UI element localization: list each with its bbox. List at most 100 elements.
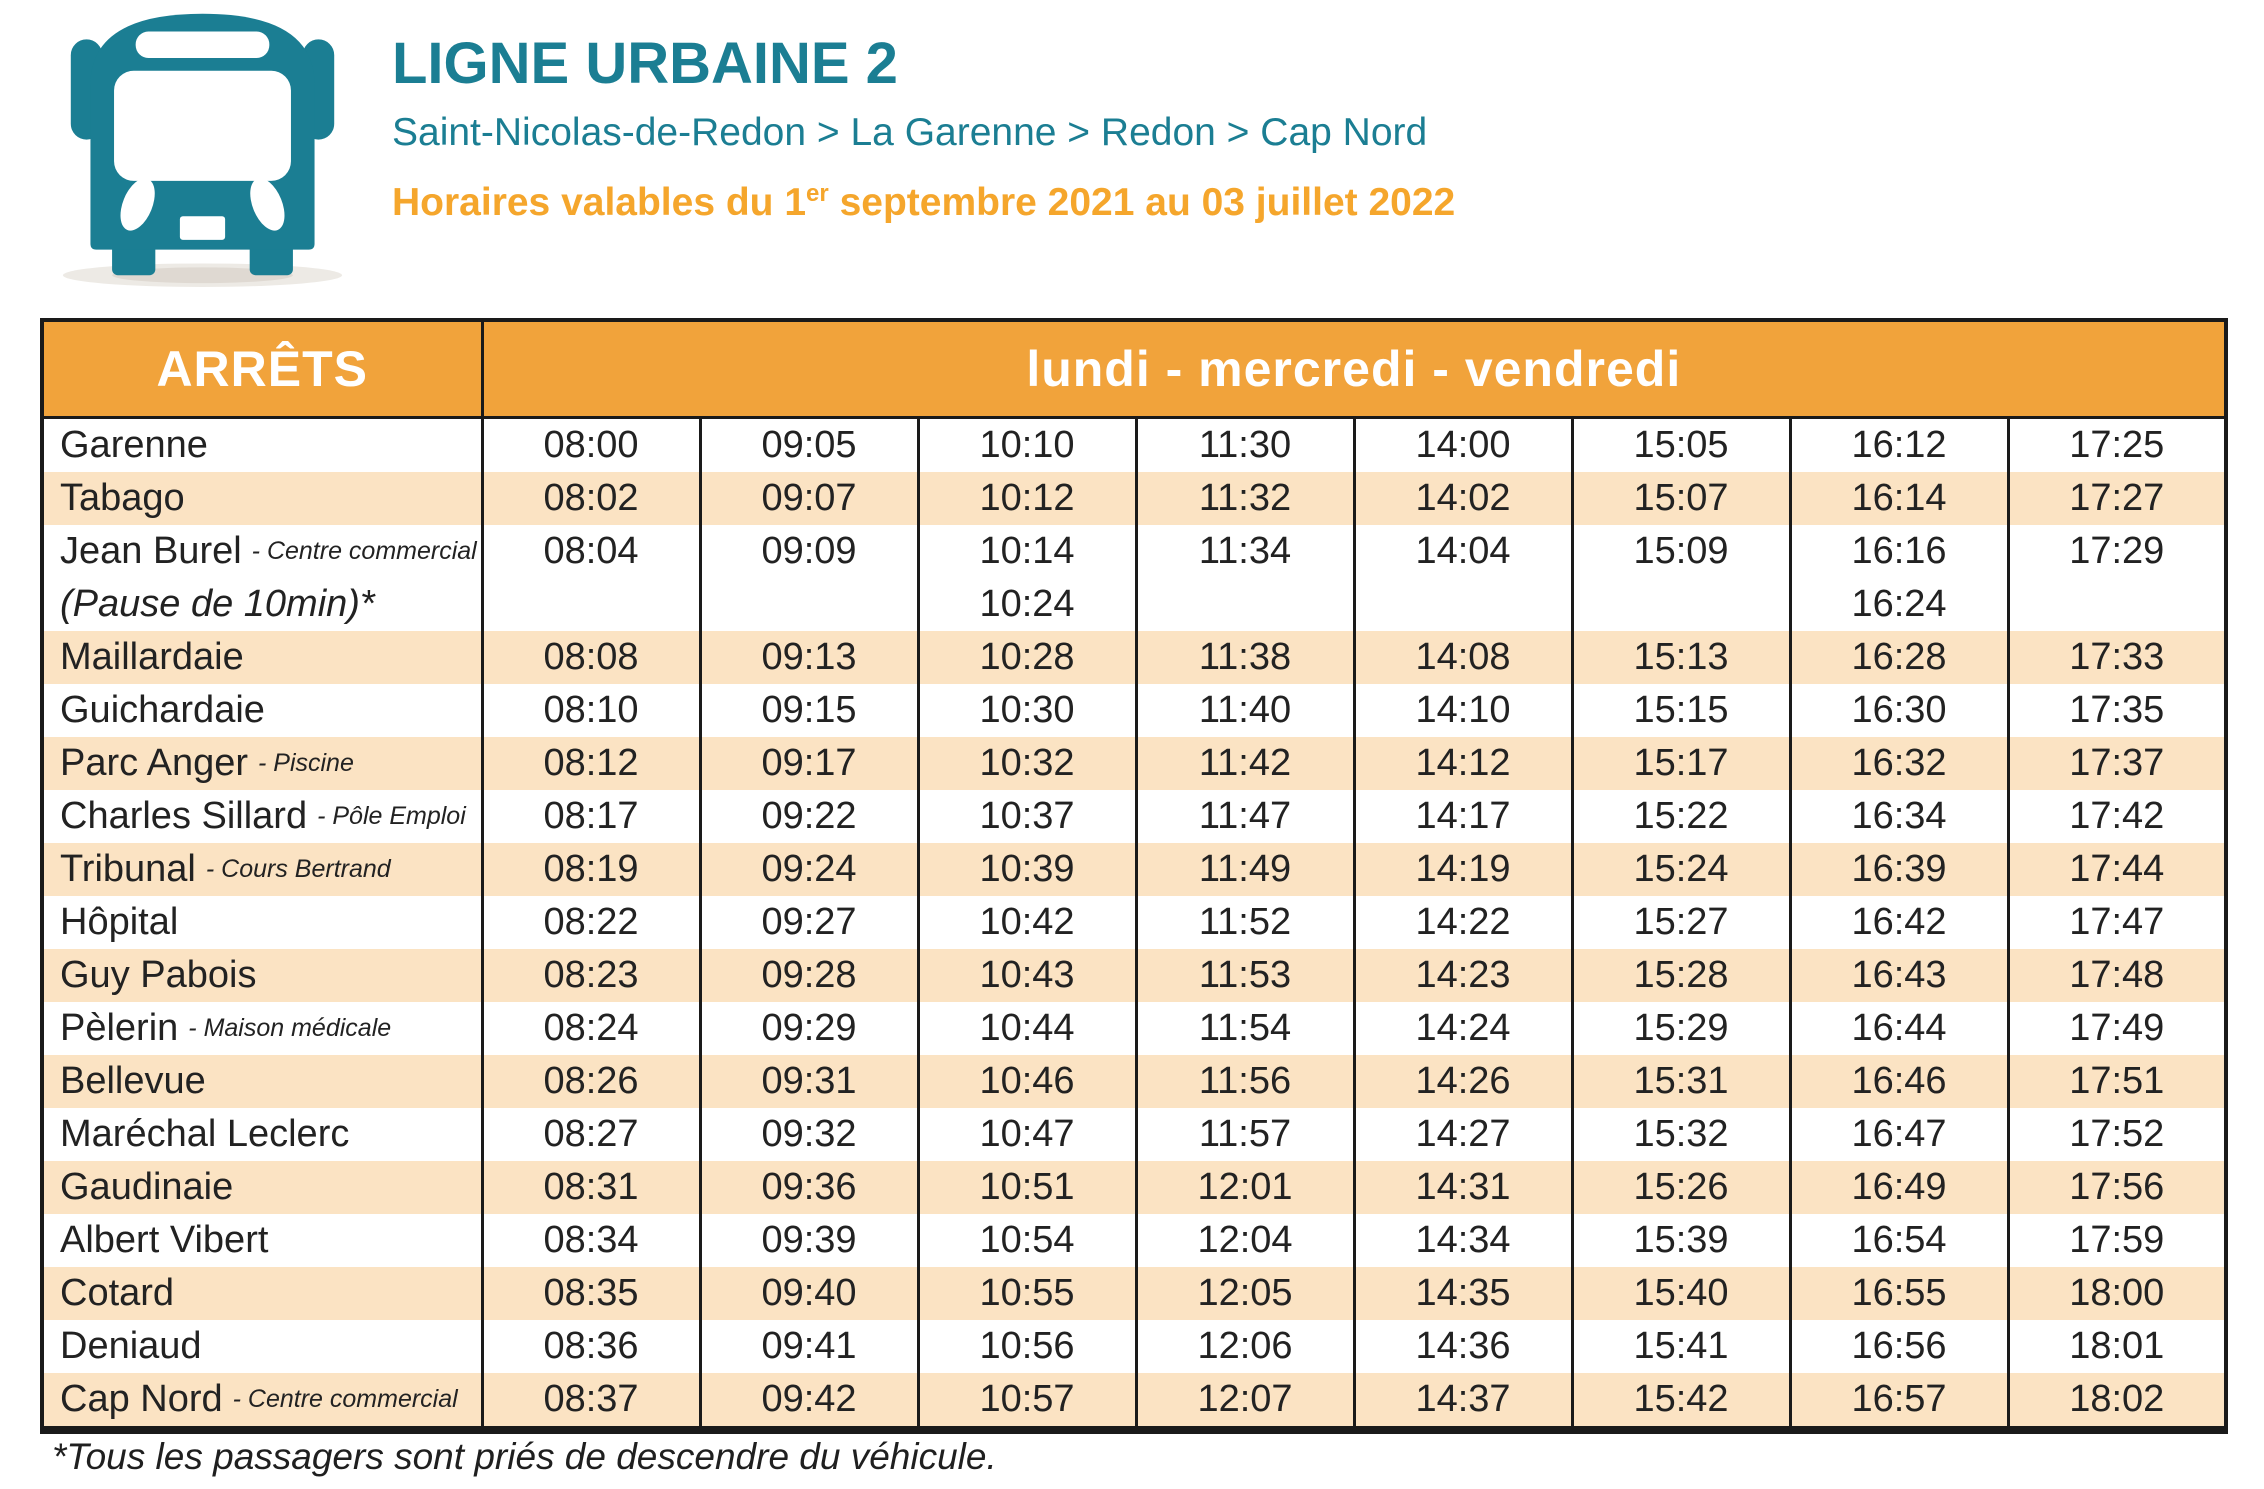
table-row: Pèlerin - Maison médicale 08:24 09:29 10:44 1… xyxy=(40,1002,2227,1055)
time-cell: 10:30 xyxy=(916,684,1136,737)
table-row: Cap Nord - Centre commercial 08:37 09:42 10:… xyxy=(40,1373,2227,1430)
time-cell: 14:34 xyxy=(1352,1214,1572,1267)
time-cell: 16:49 xyxy=(1788,1161,2008,1214)
time-cell: 11:32 xyxy=(1134,472,1354,525)
stop-note: - Piscine xyxy=(258,749,354,777)
time-cell: 08:37 xyxy=(480,1373,700,1430)
time-cell: 15:26 xyxy=(1570,1161,1790,1214)
time-cell: 14:31 xyxy=(1352,1161,1572,1214)
days-column-header: lundi - mercredi - vendredi xyxy=(480,320,2227,419)
table-row: Deniaud 08:36 09:41 10:56 12:06 14:36 15:41 16:… xyxy=(40,1320,2227,1373)
table-row: Maréchal Leclerc 08:27 09:32 10:47 11:57 14:2… xyxy=(40,1108,2227,1161)
time-cell: 08:23 xyxy=(480,949,700,1002)
table-row: Tabago 08:02 09:07 10:12 11:32 14:02 15:07 16:1… xyxy=(40,472,2227,525)
time-cell: 11:52 xyxy=(1134,896,1354,949)
route-subtitle: Saint-Nicolas-de-Redon > La Garenne > Re… xyxy=(392,110,1428,154)
time-cell: 08:27 xyxy=(480,1108,700,1161)
time-cell: 12:07 xyxy=(1134,1373,1354,1430)
timetable-table: ARRÊTS lundi - mercredi - vendredi Garen… xyxy=(40,318,2229,1434)
time-cell: 10:56 xyxy=(916,1320,1136,1373)
time-cell: 16:16 16:24 xyxy=(1788,525,2008,631)
validity-suffix: septembre 2021 au 03 juillet 2022 xyxy=(828,180,1456,224)
time-cell: 09:31 xyxy=(698,1055,918,1108)
time-cell: 17:44 xyxy=(2006,843,2227,896)
time-cell: 09:40 xyxy=(698,1267,918,1320)
stop-cell: Jean Burel - Centre commercial (Pause de 1… xyxy=(40,525,482,631)
time-cell: 15:13 xyxy=(1570,631,1790,684)
stop-cell: Maréchal Leclerc xyxy=(40,1108,482,1161)
time-cell: 08:02 xyxy=(480,472,700,525)
table-row: Albert Vibert 08:34 09:39 10:54 12:04 14:34 15… xyxy=(40,1214,2227,1267)
timetable-body: Garenne 08:00 09:05 10:10 11:30 14:00 15:05 16:… xyxy=(40,417,2227,1430)
time-cell: 17:35 xyxy=(2006,684,2227,737)
time-cell: 09:32 xyxy=(698,1108,918,1161)
stop-cell: Cap Nord - Centre commercial xyxy=(40,1373,482,1430)
time-cell: 08:08 xyxy=(480,631,700,684)
stop-cell: Gaudinaie xyxy=(40,1161,482,1214)
time-cell: 08:22 xyxy=(480,896,700,949)
time-cell: 15:07 xyxy=(1570,472,1790,525)
time-cell: 16:14 xyxy=(1788,472,2008,525)
stop-name: Albert Vibert xyxy=(60,1219,269,1261)
time-cell: 08:24 xyxy=(480,1002,700,1055)
time-cell: 11:53 xyxy=(1134,949,1354,1002)
table-row: Guy Pabois 08:23 09:28 10:43 11:53 14:23 15:28… xyxy=(40,949,2227,1002)
stop-cell: Albert Vibert xyxy=(40,1214,482,1267)
time-cell: 14:02 xyxy=(1352,472,1572,525)
stop-cell: Hôpital xyxy=(40,896,482,949)
time-cell: 11:40 xyxy=(1134,684,1354,737)
time-cell: 09:24 xyxy=(698,843,918,896)
time-cell: 10:32 xyxy=(916,737,1136,790)
stop-name: Cap Nord xyxy=(60,1378,223,1420)
table-row: Parc Anger - Piscine 08:12 09:17 10:32 11:42 1… xyxy=(40,737,2227,790)
time-cell: 16:56 xyxy=(1788,1320,2008,1373)
stop-name: Charles Sillard xyxy=(60,795,308,837)
time-cell: 10:14 10:24 xyxy=(916,525,1136,631)
stops-column-header: ARRÊTS xyxy=(40,320,482,419)
stop-cell: Cotard xyxy=(40,1267,482,1320)
time-cell: 10:42 xyxy=(916,896,1136,949)
table-row: Gaudinaie 08:31 09:36 10:51 12:01 14:31 15:26 1… xyxy=(40,1161,2227,1214)
time-cell: 15:42 xyxy=(1570,1373,1790,1430)
time-cell: 08:34 xyxy=(480,1214,700,1267)
timetable: ARRÊTS lundi - mercredi - vendredi Garen… xyxy=(40,318,2229,1434)
validity-prefix: Horaires valables du 1 xyxy=(392,180,807,224)
line-title: LIGNE URBAINE 2 xyxy=(392,31,898,96)
time-cell: 09:41 xyxy=(698,1320,918,1373)
time-cell: 17:33 xyxy=(2006,631,2227,684)
time-cell: 14:17 xyxy=(1352,790,1572,843)
time-cell: 10:46 xyxy=(916,1055,1136,1108)
table-row: Cotard 08:35 09:40 10:55 12:05 14:35 15:40 16:5… xyxy=(40,1267,2227,1320)
time-cell: 14:10 xyxy=(1352,684,1572,737)
time-cell: 15:31 xyxy=(1570,1055,1790,1108)
validity-text: Horaires valables du 1er septembre 2021 … xyxy=(392,181,1455,225)
stop-name: Guichardaie xyxy=(60,689,265,731)
time-cell: 12:01 xyxy=(1134,1161,1354,1214)
stop-name: Jean Burel xyxy=(60,530,242,572)
table-header-row: ARRÊTS lundi - mercredi - vendredi xyxy=(40,320,2227,419)
time-cell: 10:28 xyxy=(916,631,1136,684)
time-cell: 17:27 xyxy=(2006,472,2227,525)
bus-icon xyxy=(55,2,350,297)
time-cell: 08:31 xyxy=(480,1161,700,1214)
time-cell: 15:41 xyxy=(1570,1320,1790,1373)
stop-name: Hôpital xyxy=(60,901,179,943)
table-row: Guichardaie 08:10 09:15 10:30 11:40 14:10 15:1… xyxy=(40,684,2227,737)
time-cell: 14:26 xyxy=(1352,1055,1572,1108)
stop-cell: Bellevue xyxy=(40,1055,482,1108)
time-cell: 09:15 xyxy=(698,684,918,737)
time-cell: 09:07 xyxy=(698,472,918,525)
time-cell: 09:28 xyxy=(698,949,918,1002)
stop-cell: Guichardaie xyxy=(40,684,482,737)
time-cell: 10:54 xyxy=(916,1214,1136,1267)
time-cell: 17:25 xyxy=(2006,417,2227,472)
time-cell: 16:43 xyxy=(1788,949,2008,1002)
stop-cell: Garenne xyxy=(40,417,482,472)
time-cell: 08:17 xyxy=(480,790,700,843)
stop-name: Deniaud xyxy=(60,1325,202,1367)
table-row: Hôpital 08:22 09:27 10:42 11:52 14:22 15:27 16:… xyxy=(40,896,2227,949)
time-cell: 10:51 xyxy=(916,1161,1136,1214)
time-cell: 17:42 xyxy=(2006,790,2227,843)
time-cell: 17:51 xyxy=(2006,1055,2227,1108)
